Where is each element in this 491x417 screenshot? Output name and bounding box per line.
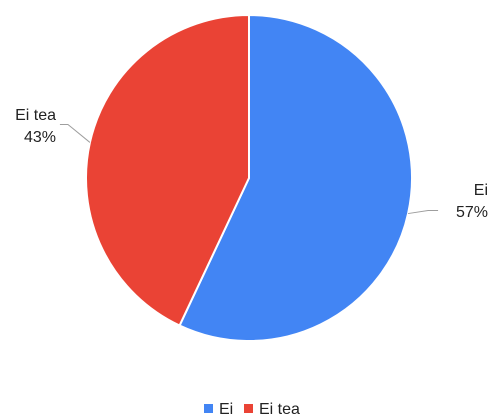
legend: Ei Ei tea [204,401,300,417]
slice-label-ei-tea-percent: 43% [24,129,56,146]
pie-slices [85,13,413,342]
pie-slice-ei [178,13,413,342]
legend-label-ei: Ei [219,401,233,417]
slice-label-ei-name: Ei [474,182,488,199]
leader-lines [59,123,439,215]
legend-label-ei-tea: Ei tea [259,401,300,417]
legend-swatch-ei [204,404,213,413]
leader-line-ei-tea [59,123,91,143]
slice-label-ei-tea-name: Ei tea [15,107,56,124]
slice-labels: Ei 57% Ei tea 43% [15,107,488,221]
legend-swatch-ei-tea [244,404,253,413]
leader-line-ei [408,210,439,215]
slice-label-ei-percent: 57% [456,204,488,221]
